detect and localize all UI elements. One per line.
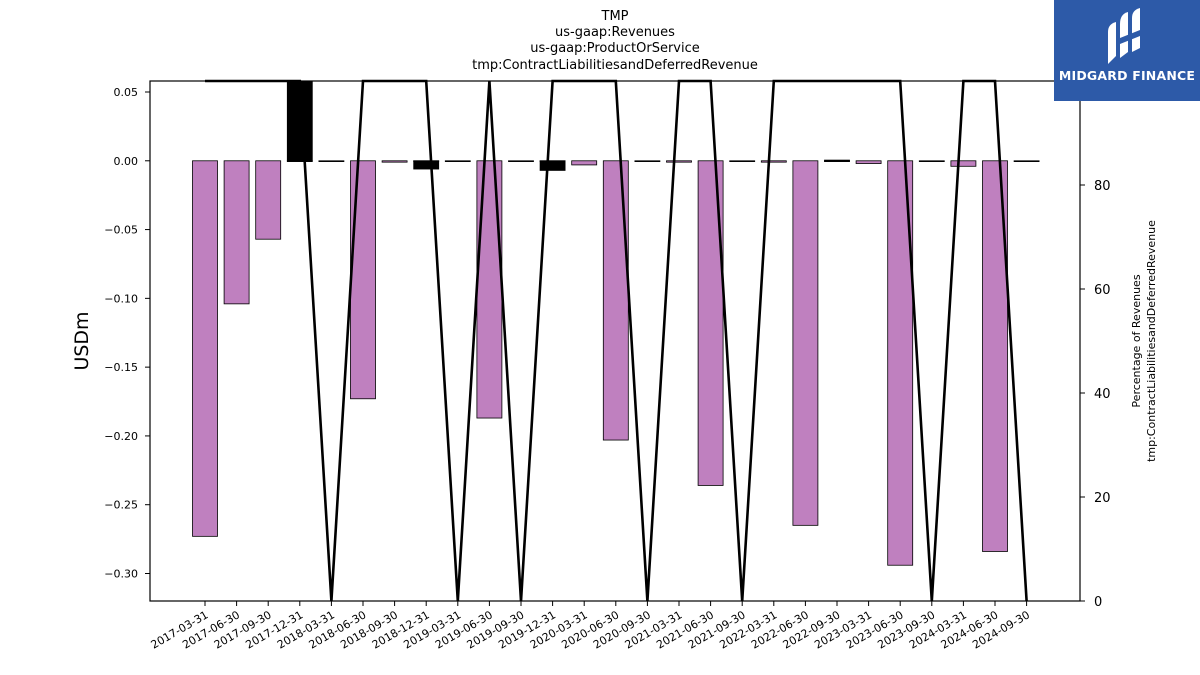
bar-a-2021-03-31	[666, 160, 692, 163]
title-line-4: tmp:ContractLiabilitiesandDeferredRevenu…	[472, 58, 758, 73]
midgard-finance-logo: MIDGARD FINANCE	[1054, 0, 1200, 101]
bar-b-2019-12-31	[539, 160, 566, 171]
bar-a-2023-03-31	[855, 160, 882, 164]
y-left-tick-label: −0.30	[104, 567, 138, 580]
title-line-2: us-gaap:Revenues	[555, 25, 675, 40]
chart-title: TMP us-gaap:Revenues us-gaap:ProductOrSe…	[472, 9, 758, 73]
bar-a-2020-03-31	[571, 160, 598, 166]
bar-a-2024-09-30	[1013, 160, 1040, 162]
y-axis-right-label-line-2: tmp:ContractLiabilitiesandDeferredRevenu…	[1145, 220, 1158, 462]
bar-series-a	[192, 160, 1040, 566]
y-right-tick-label: 0	[1094, 595, 1102, 610]
bar-a-2018-09-30	[381, 160, 408, 163]
y-right-tick-label: 60	[1094, 283, 1111, 298]
bar-a-2019-03-31	[444, 160, 471, 162]
y-left-tick-label: −0.15	[104, 361, 138, 374]
bar-a-2022-06-30	[792, 160, 819, 526]
y-left-tick-label: −0.05	[104, 224, 138, 237]
y-right-tick-label: 40	[1094, 387, 1111, 402]
y-axis-right-label-line-1: Percentage of Revenues	[1130, 274, 1143, 407]
y-right-tick-label: 80	[1094, 179, 1111, 194]
x-axis: 2017-03-312017-06-302017-09-302017-12-31…	[149, 601, 1032, 652]
bar-b-2018-12-31	[413, 160, 440, 170]
bar-a-2018-06-30	[350, 160, 376, 400]
y-left-tick-label: −0.10	[104, 292, 138, 305]
bar-a-2022-03-31	[760, 160, 787, 163]
plot-frame	[149, 80, 1081, 602]
y-left-tick-label: 0.00	[114, 155, 139, 168]
bar-a-2018-03-31	[318, 160, 345, 162]
bar-series-b	[286, 80, 850, 171]
y-right-tick-label: 20	[1094, 491, 1111, 506]
y-left-tick-label: 0.05	[114, 86, 139, 99]
bar-a-2017-03-31	[192, 160, 218, 537]
y-left-tick-label: −0.20	[104, 430, 138, 443]
y-axis-left: 0.05 0.00 −0.05 −0.10 −0.15 −0.20 −0.25 −0.30	[104, 86, 150, 580]
bar-a-2017-06-30	[223, 160, 250, 305]
bar-a-2019-06-30	[476, 160, 503, 419]
midgard-logo-icon	[1108, 8, 1140, 64]
bar-a-2023-09-30	[918, 160, 945, 162]
y-left-tick-label: −0.25	[104, 499, 138, 512]
bar-a-2017-09-30	[255, 160, 282, 240]
bar-a-2019-09-30	[508, 160, 534, 162]
logo-text: MIDGARD FINANCE	[1058, 68, 1196, 83]
bar-a-2020-09-30	[634, 160, 661, 162]
title-line-1: TMP	[601, 9, 629, 24]
bar-a-2024-03-31	[950, 160, 977, 167]
y-axis-right: 020406080100	[1080, 75, 1119, 610]
bar-a-2020-06-30	[602, 160, 629, 441]
bar-a-2021-09-30	[729, 160, 756, 162]
y-axis-left-label: USDm	[71, 311, 93, 370]
title-line-3: us-gaap:ProductOrService	[530, 41, 700, 56]
bar-b-2022-09-30	[824, 159, 850, 162]
